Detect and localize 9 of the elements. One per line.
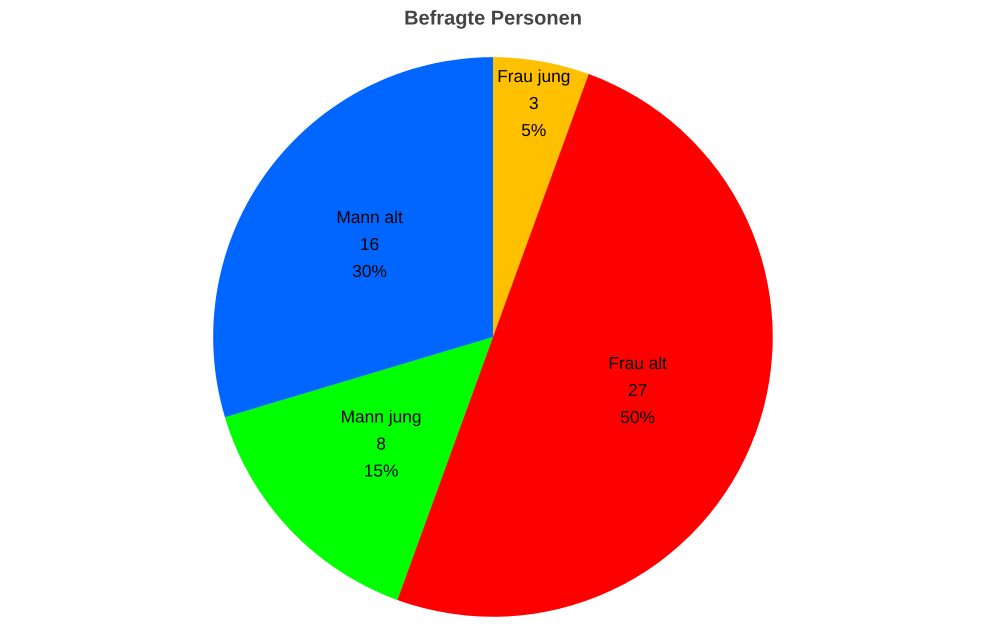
data-label: 16 30% <box>352 234 387 282</box>
slice-label: Mann jung <box>340 406 422 427</box>
slice-label: Mann alt <box>336 207 403 228</box>
slice-label: Frau alt <box>608 353 668 374</box>
data-label: 27 50% <box>620 380 655 428</box>
data-label: 3 5% <box>521 93 546 140</box>
slice-label: Frau jung <box>497 66 570 86</box>
data-label: 8 15% <box>364 434 398 481</box>
chart-title: Befragte Personen <box>404 8 582 30</box>
